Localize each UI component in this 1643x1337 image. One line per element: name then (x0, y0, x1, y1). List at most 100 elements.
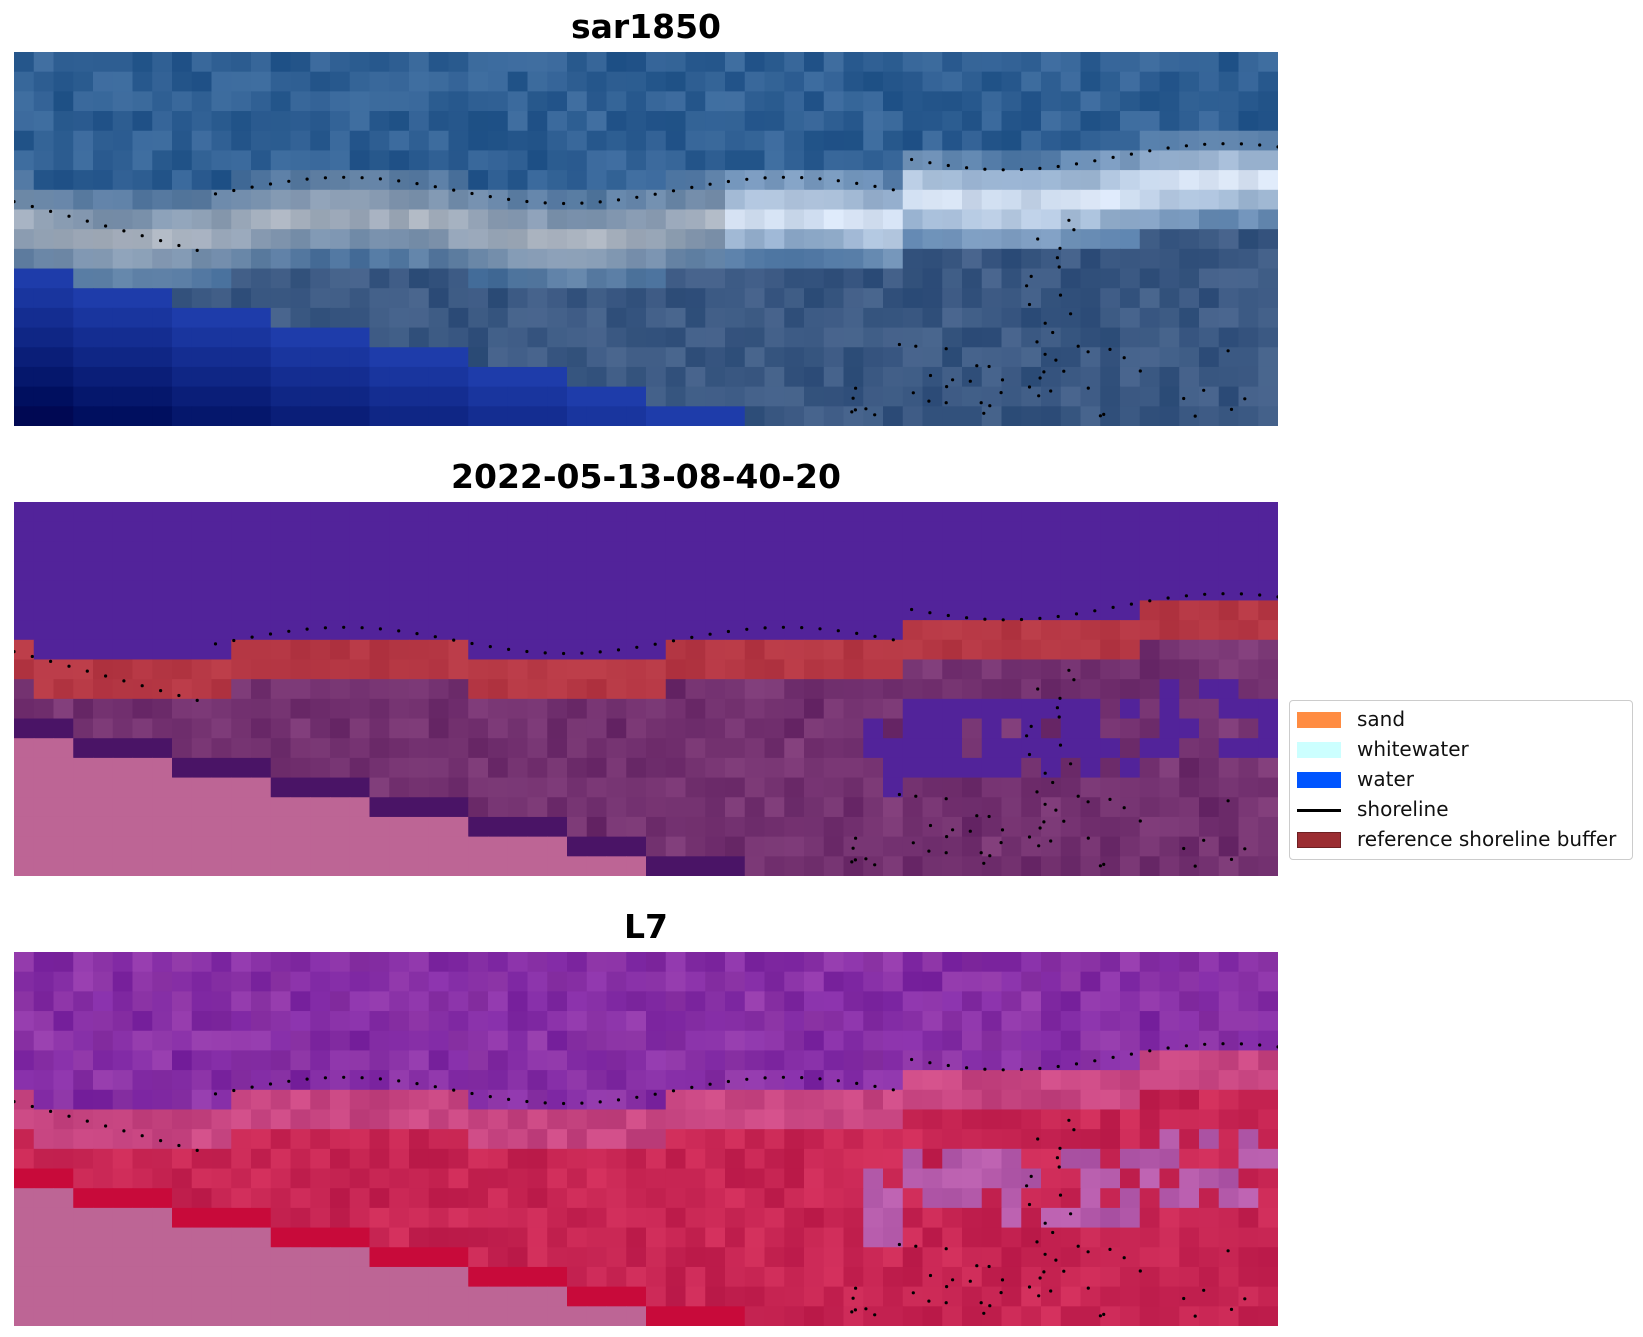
shoreline-point (1076, 794, 1080, 798)
shoreline-point (14, 200, 16, 204)
image-pixel (863, 738, 884, 759)
image-pixel (211, 836, 232, 857)
image-pixel (468, 1207, 489, 1229)
image-pixel (152, 1089, 173, 1111)
image-pixel (369, 659, 390, 680)
image-pixel (428, 52, 450, 73)
image-pixel (606, 366, 627, 388)
image-pixel (53, 1306, 74, 1326)
image-pixel (883, 1266, 904, 1288)
image-pixel (823, 1030, 845, 1052)
image-pixel (863, 1266, 884, 1288)
image-pixel (902, 679, 924, 700)
image-pixel (1100, 327, 1121, 348)
image-pixel (1001, 991, 1022, 1012)
image-pixel (705, 91, 726, 112)
image-pixel (251, 366, 272, 388)
image-pixel (586, 248, 608, 270)
image-pixel (665, 1070, 687, 1091)
image-pixel (1021, 777, 1042, 798)
image-pixel (962, 1188, 983, 1209)
image-pixel (1080, 1247, 1101, 1268)
image-pixel (922, 797, 943, 818)
shoreline-point (1182, 846, 1186, 851)
shoreline-point (1043, 1221, 1047, 1225)
image-pixel (1080, 991, 1101, 1012)
image-pixel (211, 1011, 232, 1032)
image-pixel (1041, 816, 1062, 838)
image-pixel (251, 111, 272, 132)
image-pixel (507, 659, 529, 680)
image-pixel (784, 288, 805, 309)
image-pixel (290, 1247, 311, 1268)
legend-swatch (1297, 742, 1341, 758)
image-pixel (448, 952, 469, 973)
image-pixel (488, 1286, 509, 1307)
image-pixel (428, 1247, 450, 1268)
image-pixel (1021, 679, 1042, 700)
image-pixel (349, 1148, 371, 1170)
shoreline-point (1074, 612, 1079, 616)
image-pixel (112, 52, 134, 73)
image-pixel (428, 600, 450, 621)
image-pixel (705, 679, 726, 700)
image-pixel (606, 679, 627, 700)
image-pixel (1218, 1070, 1240, 1091)
image-pixel (586, 1148, 608, 1170)
image-pixel (112, 307, 134, 329)
image-pixel (1258, 679, 1278, 700)
image-pixel (1120, 561, 1141, 582)
image-pixel (823, 1247, 845, 1268)
image-pixel (1100, 639, 1121, 661)
image-pixel (567, 718, 588, 739)
image-pixel (981, 229, 1003, 250)
image-pixel (172, 738, 193, 759)
image-pixel (33, 307, 55, 329)
image-pixel (310, 91, 331, 112)
image-pixel (33, 229, 55, 250)
image-pixel (468, 1266, 489, 1288)
image-pixel (843, 620, 864, 641)
image-pixel (132, 268, 153, 289)
image-pixel (922, 229, 943, 250)
image-pixel (1041, 1030, 1062, 1052)
image-pixel (1120, 639, 1141, 661)
image-pixel (448, 971, 469, 992)
image-pixel (1199, 347, 1220, 368)
image-pixel (1120, 150, 1141, 171)
image-pixel (409, 170, 430, 191)
shoreline-point (1067, 668, 1071, 672)
image-pixel (981, 541, 1003, 562)
image-pixel (507, 600, 529, 621)
image-pixel (448, 580, 469, 602)
image-pixel (1120, 541, 1141, 562)
image-pixel (922, 856, 943, 876)
image-pixel (1159, 1188, 1180, 1209)
image-pixel (744, 130, 766, 152)
image-pixel (349, 1168, 371, 1189)
image-pixel (1041, 1050, 1062, 1071)
image-pixel (646, 521, 667, 542)
image-pixel (270, 797, 292, 818)
image-pixel (1218, 71, 1240, 92)
image-pixel (547, 659, 568, 680)
shoreline-point (897, 1242, 902, 1247)
image-pixel (843, 659, 864, 680)
image-pixel (409, 52, 430, 73)
shoreline-point (1086, 1250, 1090, 1254)
image-pixel (507, 1227, 529, 1248)
image-pixel (369, 1247, 390, 1268)
image-pixel (764, 991, 785, 1012)
image-pixel (1159, 111, 1180, 132)
shoreline-point (988, 854, 992, 858)
image-pixel (1139, 738, 1161, 759)
image-pixel (152, 130, 173, 152)
image-pixel (14, 209, 35, 230)
image-pixel (902, 248, 924, 270)
image-pixel (744, 406, 766, 426)
image-pixel (764, 816, 785, 838)
image-pixel (1218, 111, 1240, 132)
image-pixel (1258, 366, 1278, 388)
shoreline-point (470, 191, 474, 196)
image-pixel (942, 1109, 963, 1130)
